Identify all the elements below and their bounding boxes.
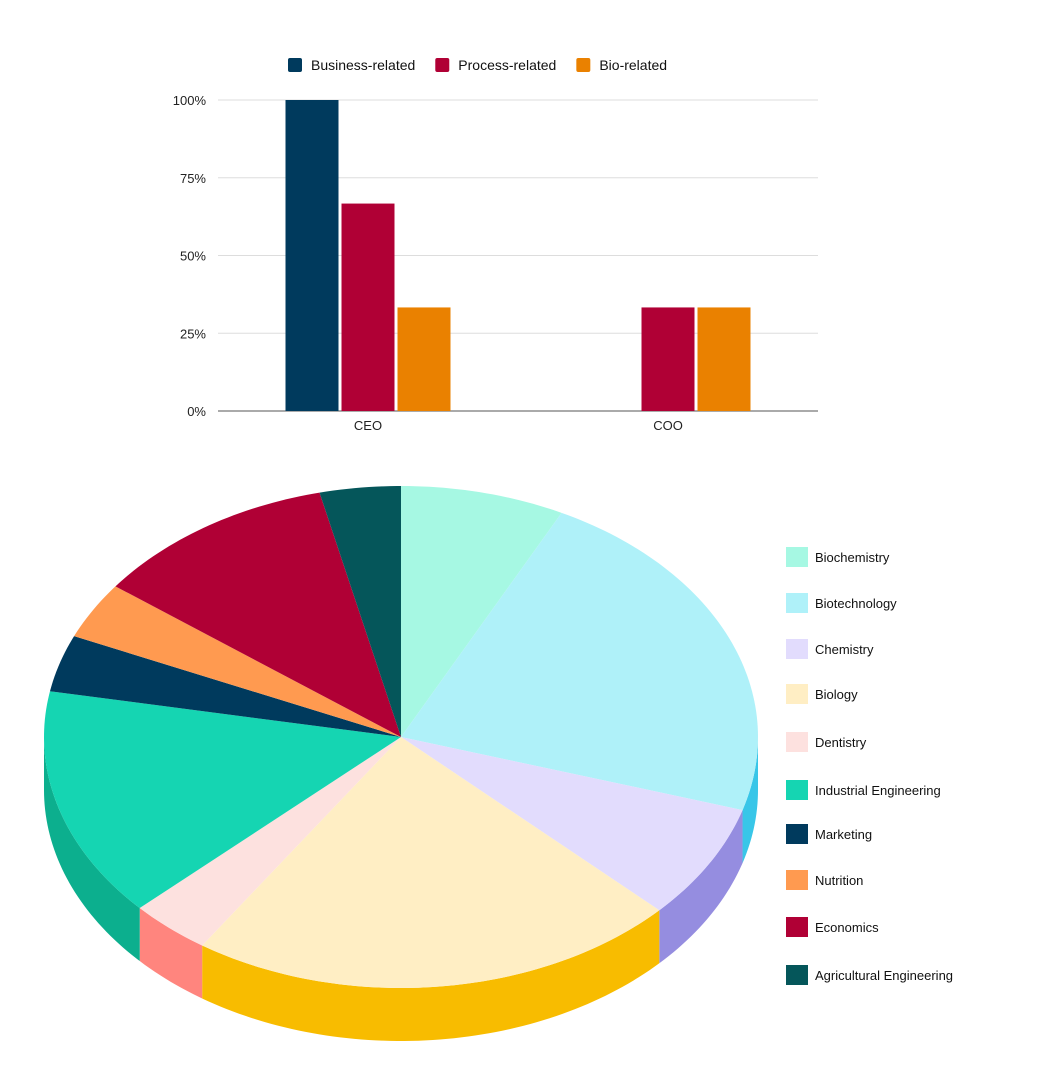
y-tick-label: 50% bbox=[180, 249, 206, 264]
pie-slice-biology bbox=[202, 737, 660, 988]
bar-chart: 0% 25% 50% 75% 100% CEO COO Business-related P… bbox=[173, 57, 818, 433]
pie-legend-label: Chemistry bbox=[815, 642, 874, 657]
bar-x-axis-ticks: CEO COO bbox=[354, 418, 683, 433]
pie-slice-chemistry bbox=[401, 737, 743, 911]
pie-legend-label: Marketing bbox=[815, 827, 872, 842]
bar-ceo-bio-related bbox=[397, 307, 451, 411]
pie-legend-swatch-industrial-engineering bbox=[786, 780, 808, 800]
pie-legend-label: Nutrition bbox=[815, 873, 863, 888]
pie-legend-swatch-biotechnology bbox=[786, 593, 808, 613]
legend-label: Bio-related bbox=[599, 57, 667, 73]
pie-slice-marketing bbox=[49, 636, 401, 737]
pie-legend-label: Biochemistry bbox=[815, 550, 890, 565]
pie-legend-label: Agricultural Engineering bbox=[815, 968, 953, 983]
bar-coo-bio-related bbox=[697, 307, 751, 411]
pie-slice-dentistry bbox=[139, 737, 402, 946]
pie-side-chemistry bbox=[659, 810, 743, 964]
pie-legend: Biochemistry Biotechnology Chemistry Biolog… bbox=[786, 547, 953, 985]
pie-legend-swatch-agricultural-engineering bbox=[786, 965, 808, 985]
y-tick-label: 75% bbox=[180, 171, 206, 186]
legend-swatch-business-related bbox=[288, 58, 302, 72]
pie-legend-label: Biology bbox=[815, 687, 858, 702]
pie-legend-label: Industrial Engineering bbox=[815, 783, 941, 798]
pie-legend-swatch-dentistry bbox=[786, 732, 808, 752]
pie-side-biotechnology bbox=[742, 737, 758, 864]
bar-marks bbox=[285, 100, 751, 411]
legend-label: Process-related bbox=[458, 57, 556, 73]
y-tick-label: 0% bbox=[187, 404, 206, 419]
pie-legend-swatch-nutrition bbox=[786, 870, 808, 890]
pie-legend-swatch-biology bbox=[786, 684, 808, 704]
legend-swatch-bio-related bbox=[576, 58, 591, 72]
bar-ceo-process-related bbox=[341, 203, 395, 411]
pie-legend-swatch-marketing bbox=[786, 824, 808, 844]
legend-swatch-process-related bbox=[435, 58, 450, 72]
bar-y-axis-ticks: 0% 25% 50% 75% 100% bbox=[173, 93, 207, 419]
pie-legend-label: Biotechnology bbox=[815, 596, 897, 611]
y-tick-label: 100% bbox=[173, 93, 207, 108]
pie-slice-biotechnology bbox=[401, 512, 758, 811]
legend-label: Business-related bbox=[311, 57, 415, 73]
pie-slice-biochemistry bbox=[401, 486, 562, 737]
pie-legend-label: Economics bbox=[815, 920, 879, 935]
pie-slice-industrial-engineering bbox=[44, 691, 401, 909]
bar-ceo-business-related bbox=[285, 100, 339, 411]
y-tick-label: 25% bbox=[180, 326, 206, 341]
pie-legend-swatch-economics bbox=[786, 917, 808, 937]
x-tick-label: CEO bbox=[354, 418, 382, 433]
pie-side-walls bbox=[44, 737, 758, 1041]
pie-slices bbox=[44, 486, 758, 988]
pie-side-industrial-engineering bbox=[44, 737, 140, 962]
x-tick-label: COO bbox=[653, 418, 683, 433]
pie-side-biology bbox=[202, 910, 660, 1041]
pie-legend-swatch-biochemistry bbox=[786, 547, 808, 567]
pie-legend-swatch-chemistry bbox=[786, 639, 808, 659]
pie-slice-agricultural-engineering bbox=[319, 486, 401, 737]
pie-slice-economics bbox=[115, 492, 401, 737]
pie-chart: Biochemistry Biotechnology Chemistry Biolog… bbox=[44, 486, 953, 1041]
pie-legend-label: Dentistry bbox=[815, 735, 867, 750]
pie-slice-nutrition bbox=[74, 586, 401, 737]
pie-side-dentistry bbox=[139, 908, 203, 999]
bar-coo-process-related bbox=[641, 307, 695, 411]
bar-legend: Business-related Process-related Bio-relat… bbox=[288, 57, 667, 73]
